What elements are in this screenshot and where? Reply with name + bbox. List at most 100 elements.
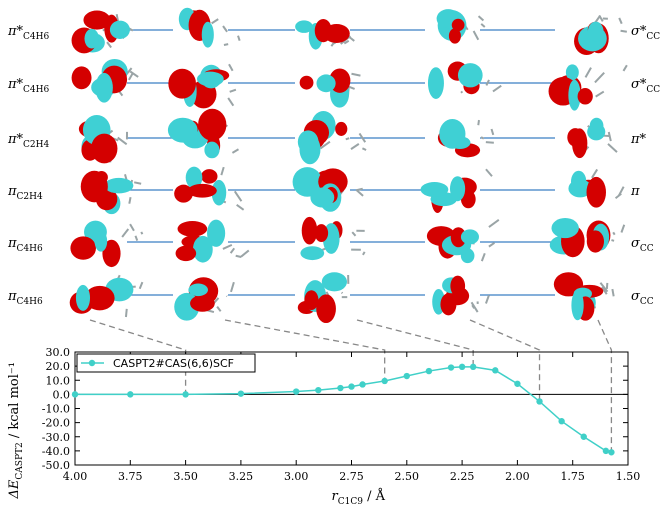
bond-stick bbox=[222, 243, 233, 250]
orbital-label-left: πC4H6 bbox=[7, 289, 43, 307]
lobe-negative bbox=[201, 21, 214, 48]
bond-stick bbox=[330, 42, 335, 47]
lobe-negative bbox=[449, 176, 466, 202]
orbital-image bbox=[549, 218, 626, 258]
legend-box bbox=[76, 353, 256, 373]
lobe-negative bbox=[321, 272, 347, 292]
orbital-image bbox=[420, 168, 493, 213]
lobe-positive bbox=[586, 230, 605, 253]
lobe-positive bbox=[577, 88, 593, 105]
lobe-negative bbox=[571, 170, 587, 193]
bond-stick bbox=[237, 35, 241, 41]
lobe-positive bbox=[316, 294, 336, 324]
orbital-label-right: σ*CC bbox=[631, 24, 660, 42]
bond-stick bbox=[477, 15, 485, 22]
bond-stick bbox=[584, 67, 592, 78]
bond-stick bbox=[620, 224, 626, 233]
orbital-label-left-main: π bbox=[7, 289, 17, 304]
bond-stick bbox=[229, 247, 236, 254]
orbital-label-left: π*C4H6 bbox=[7, 24, 50, 42]
bond-stick bbox=[211, 18, 219, 25]
orbital-image bbox=[427, 61, 502, 99]
x-tick-label: 2.50 bbox=[395, 470, 420, 483]
bond-stick bbox=[236, 204, 245, 211]
lobe-negative bbox=[316, 74, 336, 93]
lobe-negative bbox=[551, 218, 579, 239]
bond-stick bbox=[611, 288, 615, 297]
orbital-label-left: π*C4H6 bbox=[7, 77, 50, 95]
orbital-label-left: πC2H4 bbox=[7, 184, 43, 202]
orbital-label-right-main: σ bbox=[631, 289, 641, 304]
lobe-positive bbox=[175, 245, 197, 262]
bond-stick bbox=[134, 235, 139, 241]
orbital-image bbox=[175, 219, 250, 263]
bond-stick bbox=[351, 72, 361, 77]
bond-stick bbox=[618, 17, 623, 25]
orbital-image bbox=[71, 10, 134, 54]
orbital-image bbox=[297, 111, 367, 165]
x-tick-label: 3.50 bbox=[173, 470, 198, 483]
orbital-image bbox=[70, 220, 144, 268]
data-point bbox=[71, 391, 79, 398]
lobe-positive bbox=[314, 19, 332, 43]
lobe-positive bbox=[460, 190, 476, 209]
lobe-negative bbox=[299, 134, 321, 165]
x-tick-label: 1.50 bbox=[616, 470, 641, 483]
orbital-label-left-main: π* bbox=[7, 24, 24, 39]
snapshot-connector bbox=[469, 319, 541, 402]
bond-stick bbox=[490, 128, 495, 136]
bond-stick bbox=[106, 41, 112, 49]
orbital-image bbox=[167, 108, 239, 159]
lobe-negative bbox=[439, 119, 466, 149]
orbital-image bbox=[78, 114, 128, 164]
orbital-image bbox=[295, 19, 355, 50]
bond-stick bbox=[485, 141, 494, 144]
lobe-positive bbox=[84, 285, 115, 311]
orbital-image bbox=[548, 64, 628, 111]
lobe-negative bbox=[300, 246, 325, 261]
lobe-positive bbox=[448, 28, 461, 44]
x-tick-label: 3.00 bbox=[284, 470, 309, 483]
data-point bbox=[558, 418, 565, 425]
data-point bbox=[602, 447, 610, 455]
orbital-label-left: πC4H6 bbox=[7, 236, 43, 254]
legend: CASPT2#CAS(6,6)SCF bbox=[76, 353, 256, 373]
x-axis-label: rC1C9 / Å bbox=[332, 488, 386, 507]
lobe-positive bbox=[80, 170, 108, 203]
lobe-negative bbox=[292, 167, 323, 197]
bond-stick bbox=[220, 166, 225, 176]
data-point bbox=[237, 390, 245, 397]
orbital-image bbox=[69, 274, 144, 318]
y-tick-label: -50.0 bbox=[42, 459, 70, 472]
bond-stick bbox=[228, 63, 234, 72]
orbital-image bbox=[567, 117, 618, 159]
y-tick-label: -30.0 bbox=[42, 431, 70, 444]
bond-stick bbox=[129, 70, 139, 78]
bond-stick bbox=[231, 148, 239, 154]
bond-stick bbox=[611, 239, 615, 242]
bond-stick bbox=[488, 218, 500, 228]
data-point bbox=[492, 367, 499, 374]
y-tick-label: -40.0 bbox=[42, 445, 70, 458]
data-point bbox=[348, 383, 355, 390]
bond-stick bbox=[124, 308, 128, 318]
bond-stick bbox=[340, 291, 344, 294]
lobe-negative bbox=[104, 177, 134, 194]
lobe-positive bbox=[198, 108, 227, 141]
lobe-positive bbox=[91, 133, 118, 164]
snapshot-connector bbox=[597, 319, 613, 453]
data-point bbox=[536, 398, 543, 405]
lobe-negative bbox=[207, 219, 226, 247]
series-line bbox=[75, 366, 612, 454]
orbital-image bbox=[80, 170, 142, 215]
lobe-positive bbox=[314, 224, 329, 242]
lobe-positive bbox=[301, 216, 318, 245]
lobe-positive bbox=[299, 75, 314, 90]
bond-stick bbox=[222, 25, 228, 33]
orbital-image bbox=[174, 166, 245, 211]
bond-stick bbox=[140, 231, 144, 235]
orbital-label-right: π* bbox=[630, 132, 647, 147]
y-tick-label: 30.0 bbox=[46, 346, 71, 359]
orbital-image bbox=[574, 14, 627, 56]
